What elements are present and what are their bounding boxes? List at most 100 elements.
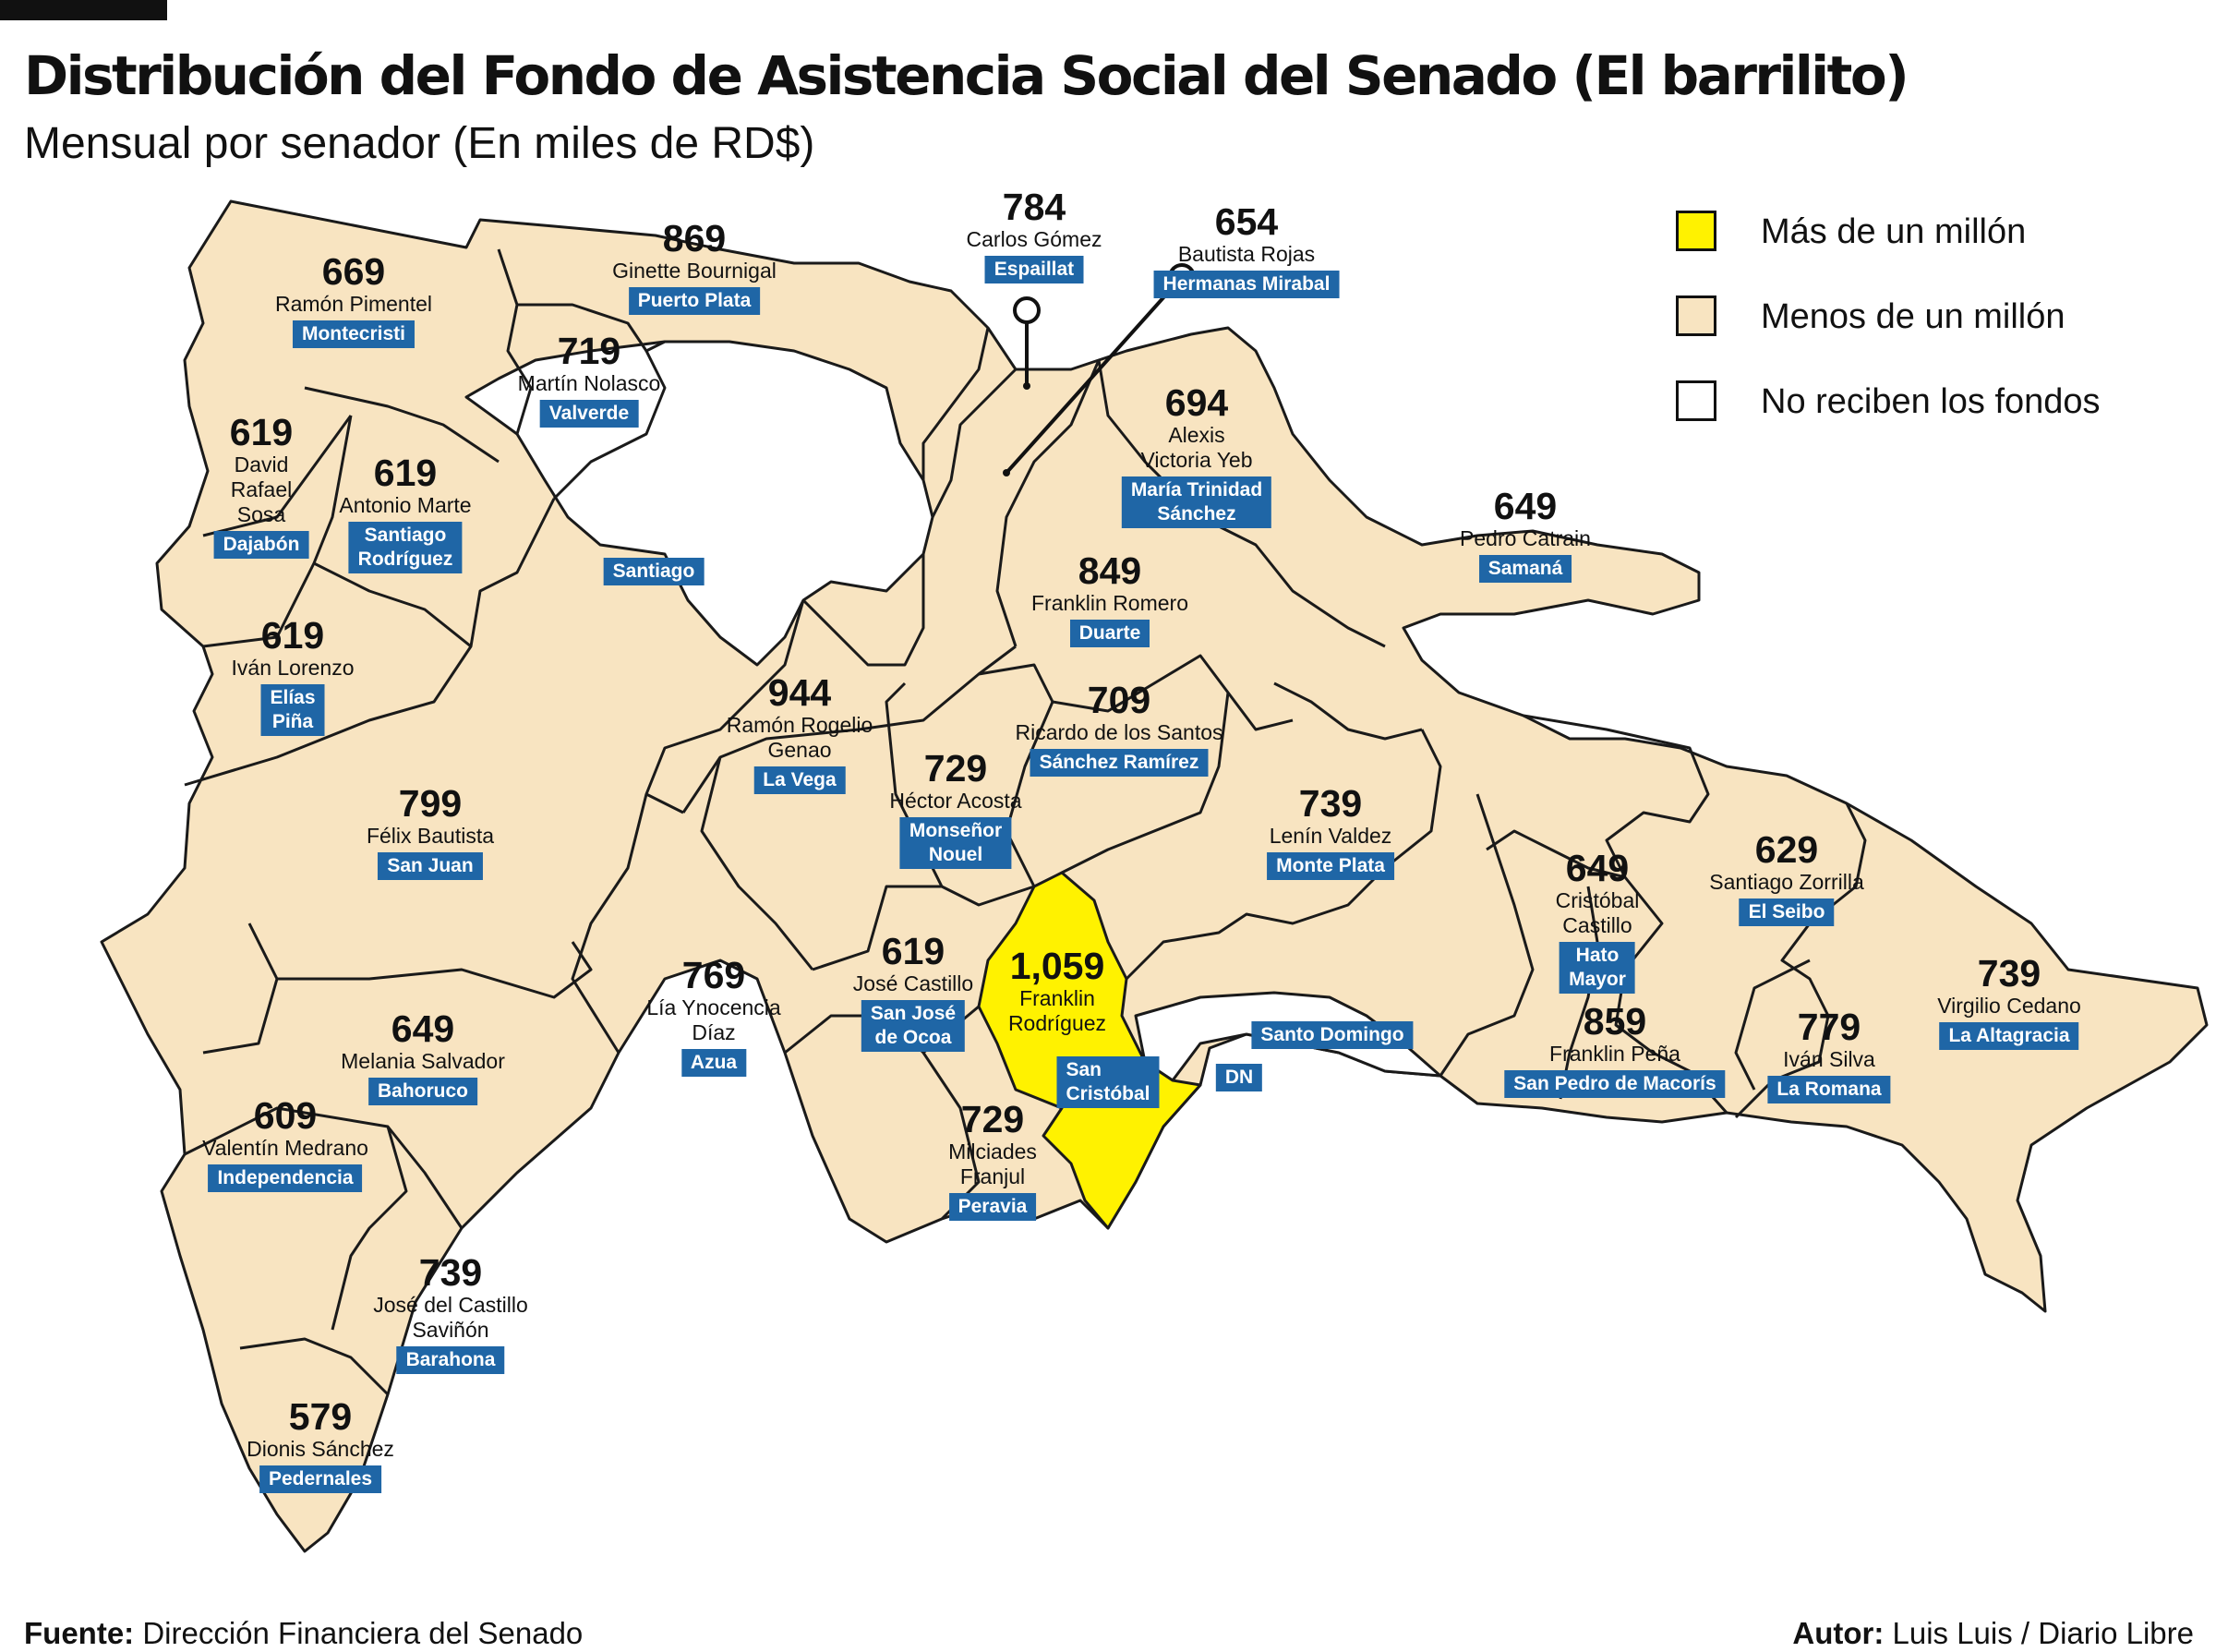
province-senator: David Rafael Sosa bbox=[230, 452, 293, 526]
province-value: 649 bbox=[1565, 847, 1630, 889]
province-label-san-juan: 799 Félix Bautista San Juan bbox=[367, 783, 494, 880]
province-label-sanchez-ramirez: 709 Ricardo de los Santos Sánchez Ramíre… bbox=[1015, 680, 1223, 777]
province-label-montecristi: 669 Ramón Pimentel Montecristi bbox=[275, 251, 432, 348]
province-senator: Carlos Gómez bbox=[966, 227, 1102, 251]
province-label-hato-mayor: 649 Cristóbal Castillo Hato Mayor bbox=[1556, 847, 1639, 994]
province-label-monsenor-nouel: 729 Héctor Acosta Monseñor Nouel bbox=[889, 747, 1022, 869]
province-name: El Seibo bbox=[1739, 898, 1835, 926]
province-value: 1,059 bbox=[1009, 945, 1105, 987]
province-senator: Melania Salvador bbox=[341, 1049, 505, 1073]
province-label-azua: 769 Lía Ynocencia Díaz Azua bbox=[646, 954, 781, 1077]
province-value: 669 bbox=[321, 250, 386, 293]
province-value: 729 bbox=[923, 747, 988, 790]
province-label-san-pedro-de-macoris: 859 Franklin Peña San Pedro de Macorís bbox=[1504, 1000, 1726, 1098]
province-name: Samaná bbox=[1478, 555, 1572, 583]
province-name: Monseñor Nouel bbox=[899, 817, 1012, 869]
province-label-la-romana: 779 Iván Silva La Romana bbox=[1767, 1006, 1891, 1103]
province-name: María Trinidad Sánchez bbox=[1121, 476, 1272, 528]
legend-swatch-low bbox=[1676, 295, 1716, 336]
province-value: 649 bbox=[1493, 485, 1558, 527]
province-value: 629 bbox=[1754, 828, 1819, 871]
province-senator: Iván Lorenzo bbox=[231, 656, 355, 680]
province-label-barahona: 739 José del Castillo Saviñón Barahona bbox=[373, 1251, 528, 1374]
province-name: Pedernales bbox=[259, 1465, 382, 1493]
province-label-samana: 649 Pedro Catrain Samaná bbox=[1460, 486, 1591, 583]
province-label-espaillat: 784 Carlos Gómez Espaillat bbox=[967, 187, 1102, 283]
province-label-bahoruco: 649 Melania Salvador Bahoruco bbox=[341, 1008, 505, 1105]
province-name: Azua bbox=[680, 1049, 747, 1077]
province-name-santo-domingo: Santo Domingo bbox=[1251, 1021, 1414, 1049]
province-value: 579 bbox=[288, 1395, 353, 1438]
province-value: 849 bbox=[1078, 549, 1142, 592]
province-name: Dajabón bbox=[213, 531, 309, 559]
province-senator: Franklin Romero bbox=[1031, 591, 1188, 615]
province-label-el-seibo: 629 Santiago Zorrilla El Seibo bbox=[1709, 828, 1864, 926]
province-senator: Ramón Pimentel bbox=[274, 292, 433, 316]
province-name: Montecristi bbox=[292, 320, 415, 348]
province-label-dajabon: 619 David Rafael Sosa Dajabón bbox=[213, 412, 309, 559]
province-value: 779 bbox=[1797, 1006, 1861, 1048]
top-bar bbox=[0, 0, 167, 20]
province-name: Bahoruco bbox=[367, 1078, 477, 1105]
province-value: 619 bbox=[373, 452, 438, 494]
province-name: Barahona bbox=[396, 1346, 505, 1374]
legend-swatch-none bbox=[1676, 380, 1716, 421]
province-value: 769 bbox=[681, 954, 746, 996]
province-name-san-cristobal: San Cristóbal bbox=[1056, 1056, 1160, 1108]
province-value: 649 bbox=[391, 1007, 455, 1050]
source-text: Dirección Financiera del Senado bbox=[142, 1616, 584, 1650]
province-senator: Milciades Franjul bbox=[948, 1140, 1037, 1188]
province-label-maria-trinidad-sanchez: 694 Alexis Victoria Yeb María Trinidad S… bbox=[1121, 381, 1272, 528]
province-label-san-jose-de-ocoa: 619 José Castillo San José de Ocoa bbox=[853, 931, 973, 1052]
province-value: 859 bbox=[1583, 1000, 1647, 1043]
legend-label-high: Más de un millón bbox=[1761, 212, 2027, 251]
province-value: 619 bbox=[881, 930, 945, 972]
province-name: Sánchez Ramírez bbox=[1030, 749, 1209, 777]
province-label-hermanas-mirabal: 654 Bautista Rojas Hermanas Mirabal bbox=[1153, 200, 1340, 298]
province-value: 694 bbox=[1164, 381, 1229, 424]
province-name: Valverde bbox=[539, 400, 639, 428]
legend-label-none: No reciben los fondos bbox=[1761, 382, 2101, 421]
province-senator: Antonio Marte bbox=[339, 493, 472, 517]
province-senator: Martín Nolasco bbox=[517, 371, 661, 395]
province-senator: Ricardo de los Santos bbox=[1015, 720, 1223, 744]
author-label: Autor: bbox=[1792, 1616, 1885, 1650]
province-name-santiago: Santiago bbox=[603, 558, 705, 585]
province-value: 609 bbox=[253, 1094, 318, 1137]
province-borders bbox=[184, 248, 1867, 1396]
province-senator: Ramón Rogelio Genao bbox=[726, 713, 873, 762]
province-name: Puerto Plata bbox=[628, 287, 761, 315]
province-value: 719 bbox=[557, 330, 621, 372]
province-value: 729 bbox=[960, 1098, 1025, 1140]
province-senator: Ginette Bournigal bbox=[612, 259, 777, 283]
legend-label-low: Menos de un millón bbox=[1761, 297, 2065, 336]
province-senator: Franklin Rodríguez bbox=[1007, 986, 1107, 1035]
province-senator: Héctor Acosta bbox=[889, 789, 1022, 813]
province-name: San Juan bbox=[378, 852, 483, 880]
province-senator: Alexis Victoria Yeb bbox=[1140, 423, 1253, 472]
province-name: Elías Piña bbox=[260, 684, 325, 736]
province-name: La Vega bbox=[753, 766, 846, 794]
province-name: Hermanas Mirabal bbox=[1153, 271, 1340, 298]
province-senator: José Castillo bbox=[852, 971, 974, 995]
province-label-monte-plata: 739 Lenín Valdez Monte Plata bbox=[1267, 783, 1394, 880]
province-name: Independencia bbox=[208, 1164, 363, 1192]
source-label: Fuente: bbox=[24, 1616, 135, 1650]
province-label-pedernales: 579 Dionis Sánchez Pedernales bbox=[247, 1396, 394, 1493]
province-label-puerto-plata: 869 Ginette Bournigal Puerto Plata bbox=[612, 218, 777, 315]
province-value: 654 bbox=[1214, 200, 1279, 243]
province-senator: Félix Bautista bbox=[366, 824, 495, 848]
footer-source: Fuente: Dirección Financiera del Senado bbox=[24, 1616, 583, 1651]
province-name: La Romana bbox=[1767, 1076, 1891, 1103]
province-senator: Virgilio Cedano bbox=[1937, 994, 2081, 1018]
province-label-la-vega: 944 Ramón Rogelio Genao La Vega bbox=[727, 672, 873, 794]
province-value: 869 bbox=[662, 217, 727, 259]
province-senator: Bautista Rojas bbox=[1177, 242, 1316, 266]
province-senator: Franklin Peña bbox=[1549, 1042, 1680, 1066]
san-cristobal-region bbox=[977, 871, 1202, 1230]
province-value: 739 bbox=[418, 1251, 483, 1294]
province-name: Hato Mayor bbox=[1560, 942, 1635, 994]
province-name: San Pedro de Macorís bbox=[1504, 1070, 1726, 1098]
province-name: Espaillat bbox=[984, 256, 1084, 283]
province-name: San José de Ocoa bbox=[861, 1000, 966, 1052]
